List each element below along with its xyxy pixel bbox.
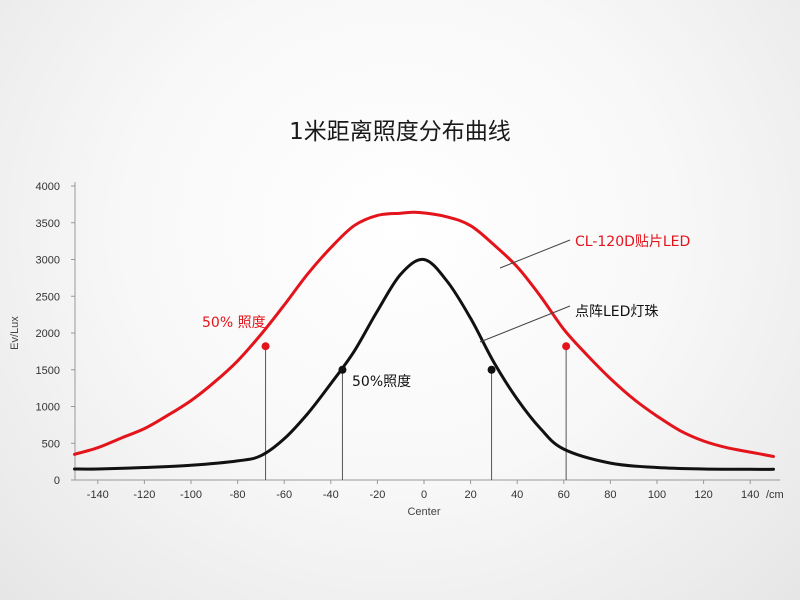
- y-tick-label: 500: [42, 438, 60, 450]
- x-tick-label: -80: [230, 489, 246, 501]
- x-unit-label: /cm: [766, 489, 784, 501]
- x-tick-label: -20: [369, 489, 385, 501]
- legend-label-dot-matrix-led: 点阵LED灯珠: [575, 304, 658, 320]
- y-tick-label: 4000: [36, 181, 60, 193]
- series-line-dot-matrix-led: [73, 257, 775, 471]
- y-tick-label: 2500: [36, 291, 60, 303]
- x-axis-title: Center: [407, 506, 440, 518]
- x-tick-label: -60: [276, 489, 292, 501]
- y-tick-label: 0: [54, 475, 60, 487]
- y-tick-label: 3500: [36, 218, 60, 230]
- y-tick-label: 1500: [36, 365, 60, 377]
- x-tick-label: 20: [464, 489, 476, 501]
- y-axis-title: Ev/Lux: [9, 316, 21, 350]
- x-tick-label: -40: [323, 489, 339, 501]
- x-tick-label: 100: [648, 489, 666, 501]
- half-intensity-marker: [338, 365, 347, 374]
- x-tick-label: -140: [87, 489, 109, 501]
- half-intensity-label-red: 50% 照度: [202, 315, 266, 331]
- y-tick-label: 3000: [36, 255, 60, 267]
- series-line-smd-led: [73, 210, 775, 458]
- y-tick-label: 1000: [36, 402, 60, 414]
- half-intensity-marker: [261, 342, 270, 351]
- x-tick-label: 60: [558, 489, 570, 501]
- legend-label-smd-led: CL-120D贴片LED: [575, 234, 690, 250]
- legend-leader-line-red: [499, 239, 571, 269]
- y-tick-label: 2000: [36, 328, 60, 340]
- half-intensity-marker: [487, 365, 496, 374]
- legend-leader-line-black: [479, 305, 571, 343]
- x-tick-label: 0: [421, 489, 427, 501]
- x-tick-label: 120: [694, 489, 712, 501]
- x-tick-label: -120: [133, 489, 155, 501]
- half-intensity-label-black: 50%照度: [352, 374, 411, 390]
- x-tick-label: 80: [604, 489, 616, 501]
- x-tick-label: -100: [180, 489, 202, 501]
- x-tick-label: 40: [511, 489, 523, 501]
- x-tick-label: 140: [741, 489, 759, 501]
- chart-title: 1米距离照度分布曲线: [289, 119, 511, 145]
- half-intensity-marker: [562, 342, 571, 351]
